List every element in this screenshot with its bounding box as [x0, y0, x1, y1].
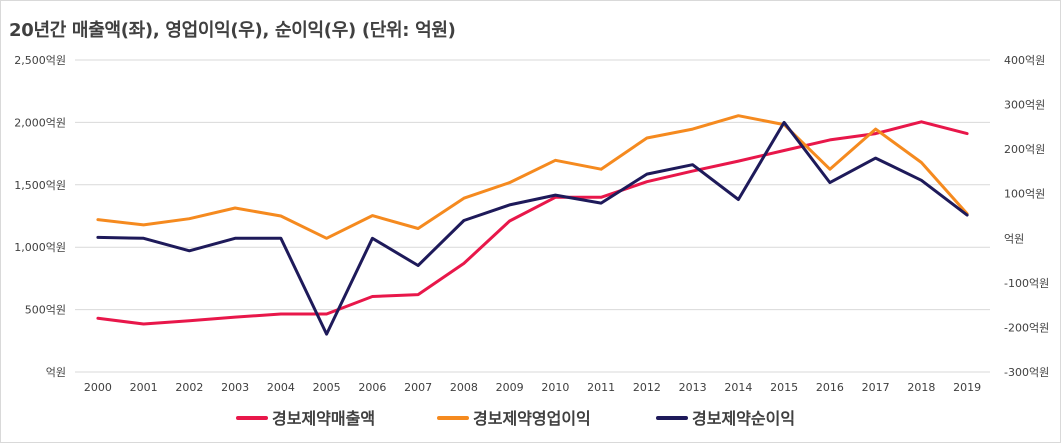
x-tick-label: 2001 [130, 381, 158, 394]
right-tick-label: 300억원 [1004, 99, 1045, 112]
right-tick-label: 100억원 [1004, 188, 1045, 201]
legend-label: 경보제약매출액 [272, 409, 375, 428]
chart-title: 20년간 매출액(좌), 영업이익(우), 순이익(우) (단위: 억원) [9, 20, 456, 41]
x-tick-label: 2016 [816, 381, 844, 394]
x-tick-label: 2009 [496, 381, 524, 394]
x-axis-ticks: 2000 2001 2002 2003 2004 2005 2006 2007 2008 2009… [84, 381, 981, 394]
x-tick-label: 2006 [358, 381, 386, 394]
gridlines [75, 59, 990, 373]
x-tick-label: 2012 [633, 381, 661, 394]
x-tick-label: 2018 [907, 381, 935, 394]
legend: 경보제약매출액 경보제약영업이익 경보제약순이익 [236, 409, 795, 428]
x-tick-label: 2007 [404, 381, 432, 394]
legend-label: 경보제약순이익 [692, 409, 795, 428]
x-tick-label: 2017 [862, 381, 890, 394]
x-tick-label: 2011 [587, 381, 615, 394]
right-tick-label: -300억원 [1004, 366, 1049, 379]
x-tick-label: 2000 [84, 381, 112, 394]
left-tick-label: 2,500억원 [14, 54, 66, 67]
x-tick-label: 2003 [221, 381, 249, 394]
x-tick-label: 2014 [724, 381, 752, 394]
x-tick-label: 2004 [267, 381, 295, 394]
x-tick-label: 2002 [175, 381, 203, 394]
right-tick-label: 400억원 [1004, 54, 1045, 67]
left-tick-label: 2,000억원 [14, 116, 66, 129]
x-tick-label: 2008 [450, 381, 478, 394]
right-axis-ticks: -300억원 -200억원 -100억원 억원 100억원 200억원 300억원 400억원 [1004, 54, 1049, 379]
legend-label: 경보제약영업이익 [473, 409, 591, 428]
series-lines [96, 114, 969, 336]
right-tick-label: -200억원 [1004, 321, 1049, 334]
left-tick-label: 억원 [46, 366, 66, 379]
left-tick-label: 500억원 [25, 304, 66, 317]
x-tick-label: 2019 [953, 381, 981, 394]
x-tick-label: 2013 [679, 381, 707, 394]
left-axis-ticks: 억원 500억원 1,000억원 1,500억원 2,000억원 2,500억원 [14, 54, 66, 379]
right-tick-label: 200억원 [1004, 143, 1045, 156]
right-tick-label: -100억원 [1004, 277, 1049, 290]
x-tick-label: 2010 [541, 381, 569, 394]
x-tick-label: 2005 [313, 381, 341, 394]
series-line-2 [96, 114, 969, 240]
series-line-1 [96, 120, 969, 326]
x-tick-label: 2015 [770, 381, 798, 394]
left-tick-label: 1,500억원 [14, 179, 66, 192]
right-tick-label: 억원 [1004, 232, 1024, 245]
series-line-3 [96, 120, 969, 336]
left-tick-label: 1,000억원 [14, 241, 66, 254]
